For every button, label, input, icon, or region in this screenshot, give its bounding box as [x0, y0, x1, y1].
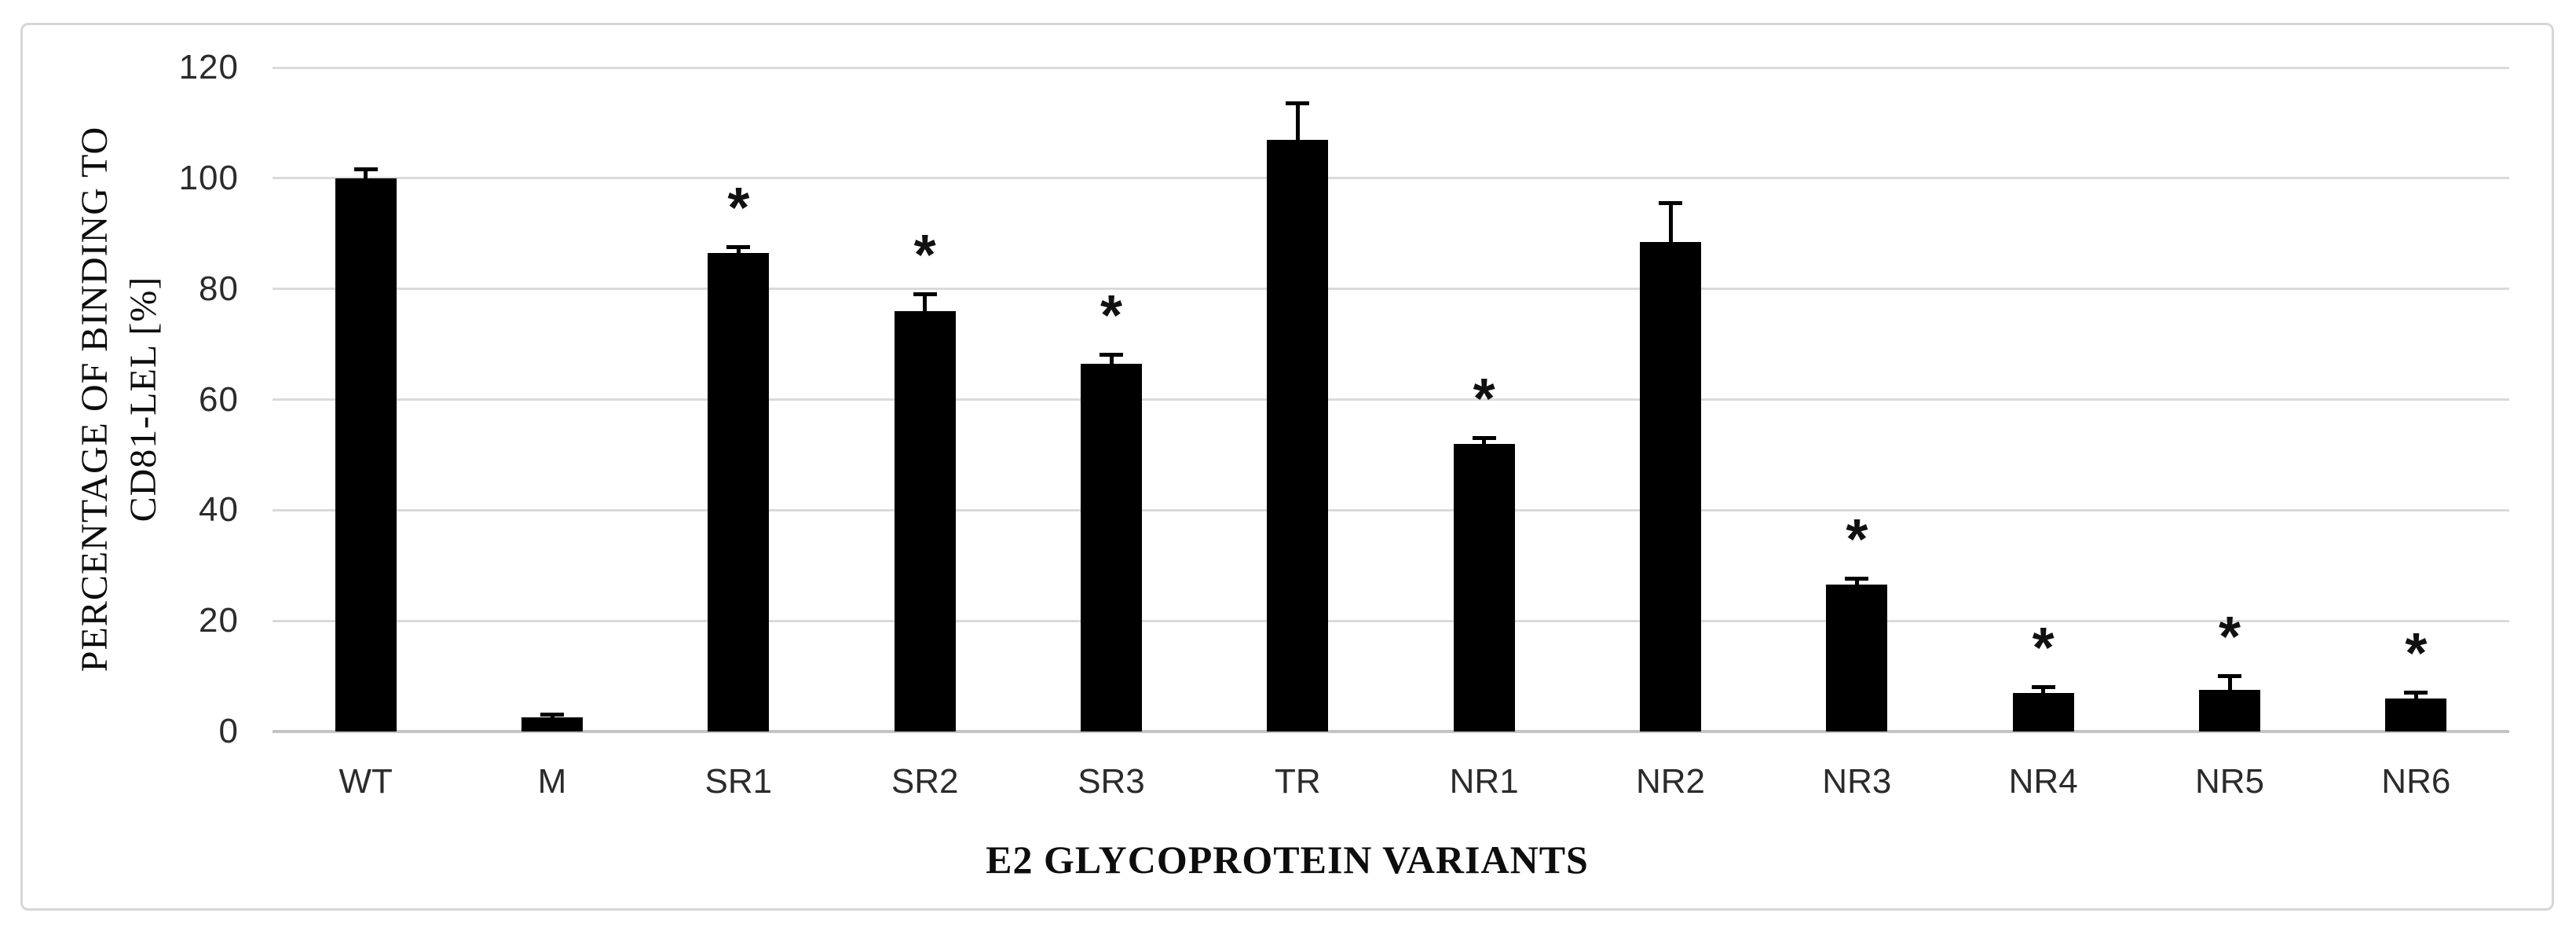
y-tick-label: 80	[199, 269, 239, 308]
significance-asterisk: *	[2032, 616, 2055, 680]
x-tick-label: NR3	[1822, 762, 1892, 801]
error-bar-cap	[1659, 200, 1682, 205]
x-tick-label: NR4	[2008, 762, 2078, 801]
gridline	[273, 398, 2509, 401]
error-bar-line	[923, 294, 928, 316]
significance-asterisk: *	[727, 176, 750, 240]
error-bar-line	[364, 170, 368, 183]
gridline	[273, 177, 2509, 180]
x-tick-label: NR2	[1635, 762, 1705, 801]
bar-sr2	[894, 310, 956, 732]
significance-asterisk: *	[1473, 367, 1495, 431]
bar-tr	[1267, 139, 1329, 732]
bar-sr1	[708, 252, 770, 732]
significance-asterisk: *	[1100, 284, 1123, 348]
bar-nr4	[2012, 692, 2074, 732]
error-bar-cap	[2218, 673, 2241, 678]
x-tick-label: NR1	[1449, 762, 1519, 801]
error-bar-line	[1109, 355, 1114, 368]
error-bar-line	[736, 247, 741, 258]
y-tick-label: 20	[199, 601, 239, 640]
y-tick-label: 120	[178, 48, 239, 86]
x-tick-label: WT	[338, 762, 393, 801]
significance-asterisk: *	[913, 223, 936, 287]
gridline	[273, 619, 2509, 622]
y-tick-label: 40	[199, 490, 239, 530]
error-bar-line	[1295, 103, 1300, 145]
error-bar-cap	[1286, 101, 1310, 105]
x-tick-label: NR5	[2194, 762, 2264, 801]
y-tick-label: 100	[178, 158, 239, 197]
error-bar-line	[1668, 203, 1673, 247]
x-tick-label: NR6	[2381, 762, 2451, 801]
significance-asterisk: *	[2218, 605, 2241, 669]
error-bar-line	[2227, 676, 2232, 695]
error-bar-line	[550, 714, 554, 723]
error-bar-cap	[2031, 684, 2055, 689]
significance-asterisk: *	[2405, 622, 2428, 685]
error-bar-cap	[726, 244, 751, 249]
bar-nr5	[2199, 690, 2260, 732]
x-tick-label: SR2	[891, 762, 959, 801]
gridline	[273, 508, 2509, 512]
significance-asterisk: *	[1846, 508, 1868, 572]
gridline	[273, 288, 2509, 291]
x-axis-line	[273, 729, 2509, 733]
plot-area: 0 20 40 60 80 100 120 WT M * SR1 * SR2 * SR3 TR * NR1 NR2 *…	[179, 48, 2509, 801]
bar-nr2	[1640, 241, 1701, 732]
bar-sr3	[1081, 363, 1142, 732]
y-tick-label: 0	[218, 712, 239, 750]
error-bar-cap	[913, 292, 937, 296]
error-bar-line	[2413, 692, 2418, 703]
y-tick-label: 60	[199, 380, 239, 419]
bar-nr6	[2385, 698, 2447, 732]
error-bar-cap	[540, 712, 564, 717]
bar-m	[521, 717, 583, 732]
error-bar-line	[2041, 687, 2046, 698]
error-bar-cap	[1100, 353, 1123, 358]
x-tick-label: SR3	[1078, 762, 1145, 801]
x-tick-label: TR	[1274, 762, 1321, 801]
bar-nr3	[1826, 585, 1888, 732]
x-tick-label: SR1	[704, 762, 773, 801]
error-bar-line	[1854, 579, 1859, 590]
x-tick-label: M	[537, 762, 567, 801]
error-bar-cap	[353, 167, 378, 172]
error-bar-cap	[1845, 577, 1869, 581]
error-bar-cap	[1472, 435, 1496, 440]
x-axis-title: E2 GLYCOPROTEIN VARIANTS	[986, 838, 1589, 882]
error-bar-line	[1482, 438, 1487, 449]
bar-wt	[335, 178, 397, 732]
gridline	[273, 66, 2509, 69]
bar-nr1	[1453, 443, 1515, 732]
error-bar-cap	[2404, 690, 2428, 695]
